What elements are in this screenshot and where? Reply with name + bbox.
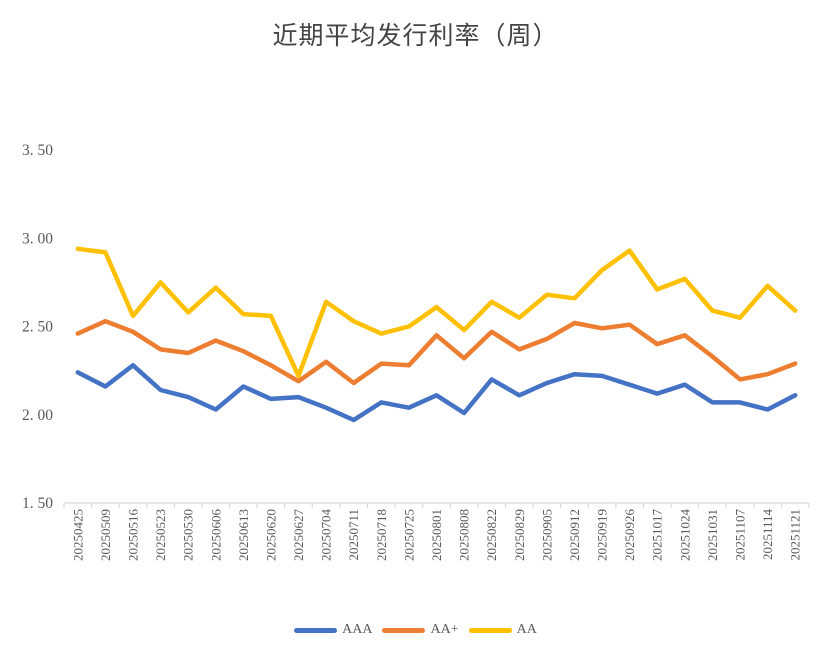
- x-axis-tick-label: 20251121: [788, 509, 803, 561]
- x-axis-tick-label: 20250530: [181, 509, 196, 561]
- y-axis-tick-label: 2. 50: [22, 319, 53, 336]
- x-axis-tick-label: 20250905: [539, 509, 554, 561]
- x-axis-tick-label: 20250627: [291, 509, 306, 562]
- series-line-AA: [75, 246, 798, 379]
- series-line-AAA: [75, 363, 798, 423]
- x-axis-tick-label: 20250725: [401, 509, 416, 561]
- legend-swatch-icon: [468, 627, 512, 633]
- x-axis-tick-label: 20250516: [126, 509, 141, 562]
- x-axis-tick-label: 20251024: [677, 509, 692, 562]
- x-axis-tick-label: 20250829: [512, 509, 527, 561]
- chart-title: 近期平均发行利率（周）: [272, 23, 559, 50]
- legend-swatch-icon: [294, 627, 338, 633]
- x-axis-tick-label: 20250613: [236, 509, 251, 561]
- legend-swatch-icon: [382, 627, 426, 633]
- x-axis-tick-label: 20250711: [346, 509, 361, 561]
- x-axis-tick-label: 20250801: [429, 509, 444, 561]
- x-axis-tick-label: 20251031: [705, 509, 720, 561]
- x-axis-tick-label: 20251107: [733, 509, 748, 561]
- series-line-AA+: [75, 318, 798, 386]
- x-axis-tick-label: 20250912: [567, 509, 582, 561]
- legend-label: AAA: [342, 622, 373, 637]
- x-axis-tick-label: 20250606: [208, 509, 223, 562]
- legend-label: AA: [516, 622, 537, 637]
- legend-item-AA[interactable]: AA: [468, 622, 537, 637]
- x-axis-tick-label: 20251114: [760, 509, 775, 561]
- legend-label: AA+: [430, 622, 459, 637]
- legend-item-AAA[interactable]: AAA: [294, 623, 372, 637]
- chart-legend: AAA AA+ AA: [0, 620, 831, 640]
- x-axis-tick-label: 20250926: [622, 509, 637, 562]
- legend-item-AA+[interactable]: AA+: [382, 622, 459, 637]
- y-axis-tick-label: 2. 00: [22, 407, 53, 424]
- y-axis-tick-label: 3. 00: [22, 230, 53, 247]
- x-axis-tick-label: 20250808: [457, 509, 472, 561]
- y-axis-tick-label: 1. 50: [22, 495, 53, 512]
- x-axis-tick-label: 20251017: [650, 509, 665, 562]
- x-axis-tick-label: 20250919: [595, 509, 610, 561]
- x-axis-tick-label: 20250718: [374, 509, 389, 561]
- x-axis-tick-label: 20250704: [319, 509, 334, 562]
- x-axis-tick-label: 20250822: [484, 509, 499, 561]
- x-axis-tick-label: 20250425: [70, 509, 85, 561]
- x-axis-tick-label: 20250523: [153, 509, 168, 561]
- x-axis-tick-label: 20250620: [263, 509, 278, 561]
- y-axis-tick-label: 3. 50: [22, 142, 53, 159]
- x-axis-tick-label: 20250509: [98, 509, 113, 561]
